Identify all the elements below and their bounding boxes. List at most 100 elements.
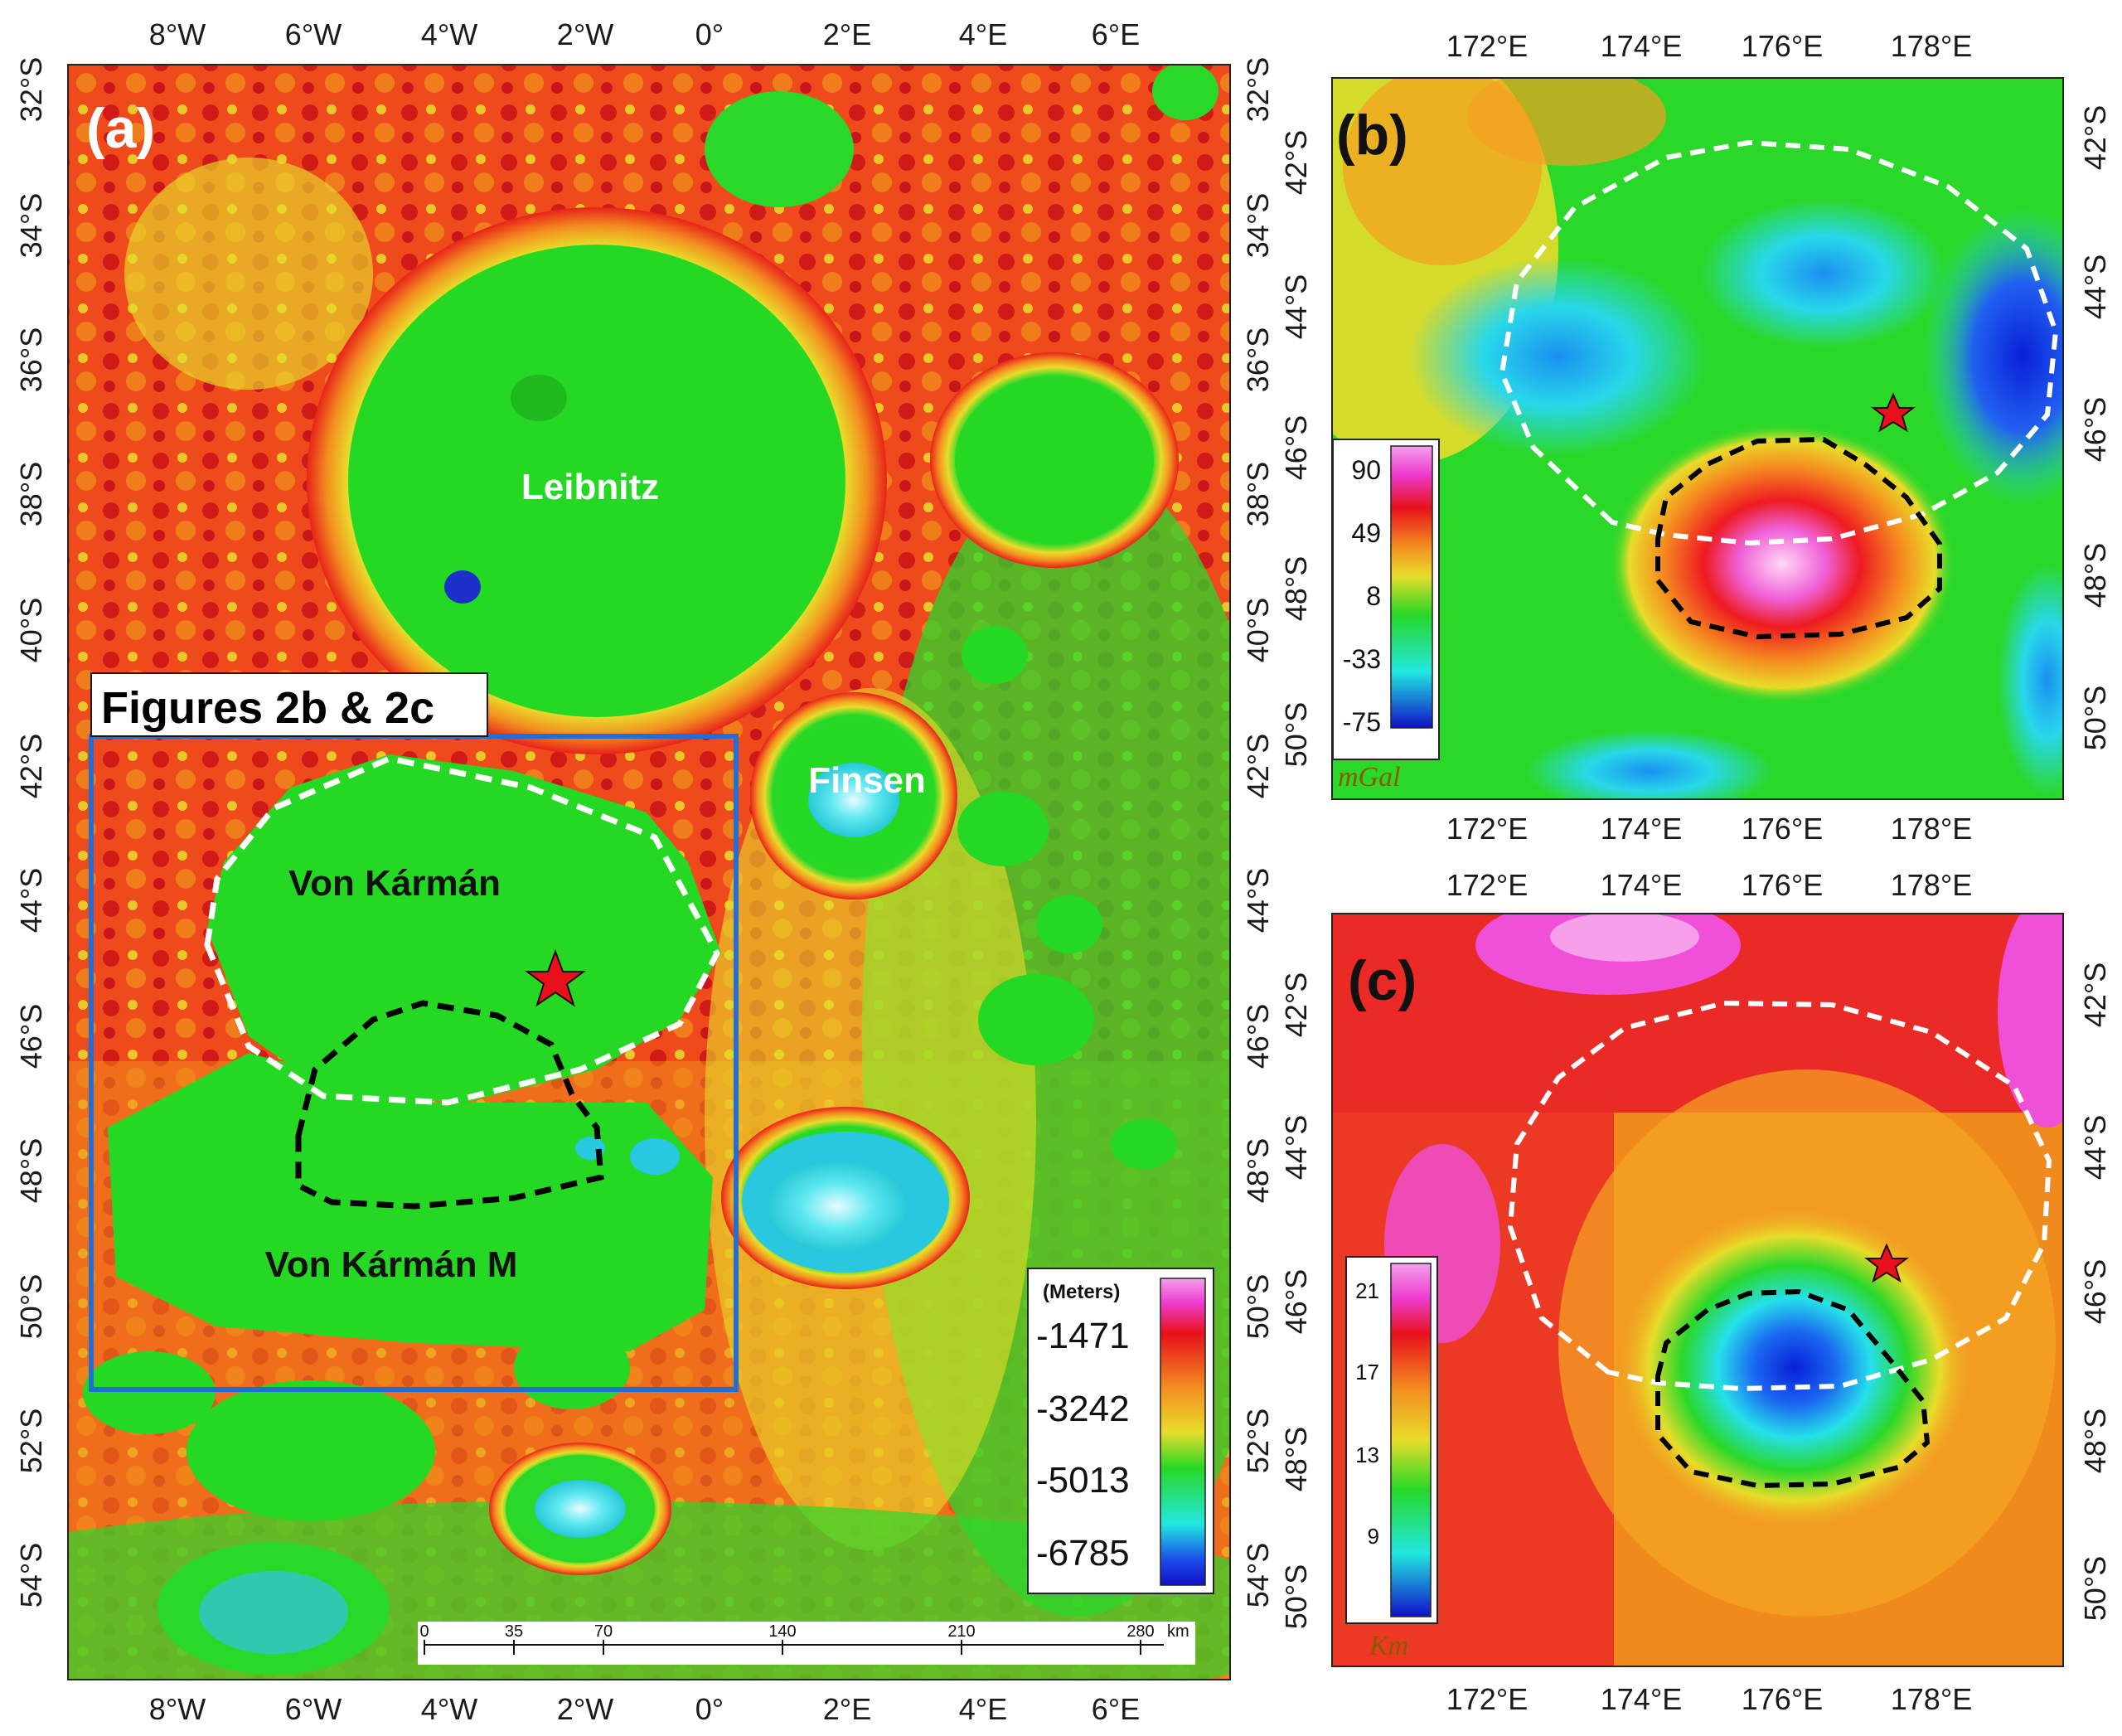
lat-tick-left: 42°S	[1279, 972, 1313, 1037]
scale-bar-label: 140	[768, 1622, 796, 1641]
lon-tick-bottom: 2°W	[557, 1692, 613, 1726]
panel-c-left-ticks: 42°S 44°S 46°S 48°S 50°S	[1279, 972, 1313, 1629]
scale-bar-label: 280	[1126, 1622, 1154, 1641]
lat-tick-right: 34°S	[1241, 193, 1275, 258]
lat-tick-left: 36°S	[14, 327, 48, 392]
scale-bar-unit: km	[1167, 1622, 1189, 1641]
panel-c-letter: (c)	[1348, 949, 1417, 1012]
lon-tick-top: 6°W	[285, 17, 342, 51]
scale-bar-label: 70	[594, 1622, 613, 1641]
gravity-legend: 90 49 8 -33 -75 mGal	[1332, 439, 1440, 793]
lon-tick-bottom: 178°E	[1891, 812, 1972, 846]
lon-tick-bottom: 178°E	[1891, 1682, 1972, 1716]
gravity-legend-value: 90	[1351, 455, 1381, 485]
inset-label-box	[90, 672, 488, 737]
lat-tick-right: 44°S	[1241, 868, 1275, 933]
panel-c-top-ticks: 172°E 174°E 176°E 178°E	[1446, 868, 1972, 902]
lat-tick-left: 44°S	[14, 868, 48, 933]
lat-tick-left: 40°S	[14, 598, 48, 662]
thickness-legend-value: 21	[1355, 1278, 1379, 1303]
change4-landing-star	[525, 949, 586, 1007]
scale-bar-label: 0	[419, 1622, 429, 1641]
lon-tick-bottom: 174°E	[1601, 812, 1682, 846]
lon-tick-bottom: 6°E	[1092, 1692, 1140, 1726]
lat-tick-left: 42°S	[1279, 130, 1313, 195]
panel-b-right-ticks: 42°S 44°S 46°S 48°S 50°S	[2078, 105, 2112, 750]
von-karman-rim-outline-b	[1499, 139, 2059, 546]
gravity-colorbar	[1390, 445, 1433, 729]
lat-tick-right: 42°S	[2078, 105, 2112, 170]
lon-tick-bottom: 172°E	[1446, 1682, 1528, 1716]
lon-tick-top: 174°E	[1601, 868, 1682, 902]
lat-tick-right: 44°S	[2078, 255, 2112, 319]
thickness-colorbar	[1390, 1263, 1432, 1617]
panel-b-top-ticks: 172°E 174°E 176°E 178°E	[1446, 29, 1972, 63]
panel-a-bottom-ticks: 8°W 6°W 4°W 2°W 0° 2°E 4°E 6°E	[149, 1692, 1140, 1726]
lat-tick-right: 52°S	[1241, 1409, 1275, 1473]
panel-b-gravity-map	[1332, 78, 2063, 799]
lat-tick-left: 50°S	[1279, 702, 1313, 767]
lon-tick-top: 174°E	[1601, 29, 1682, 63]
elevation-colorbar	[1160, 1278, 1206, 1586]
lon-tick-bottom: 176°E	[1742, 1682, 1823, 1716]
gravity-legend-value: -75	[1343, 707, 1381, 737]
anomaly-outline-b	[1655, 436, 1942, 640]
lon-tick-top: 172°E	[1446, 29, 1528, 63]
panel-a-right-ticks: 32°S 34°S 36°S 38°S 40°S 42°S 44°S 46°S …	[1241, 57, 1275, 1607]
lon-tick-top: 178°E	[1891, 29, 1972, 63]
lon-tick-top: 4°W	[421, 17, 477, 51]
von-karman-rim-outline	[204, 755, 720, 1106]
lon-tick-bottom: 4°E	[959, 1692, 1007, 1726]
elevation-legend: (Meters) -1471 -3242 -5013 -6785	[1027, 1268, 1214, 1594]
panel-a-topography	[68, 65, 1230, 1680]
lon-tick-bottom: 6°W	[285, 1692, 342, 1726]
lon-tick-bottom: 176°E	[1742, 812, 1823, 846]
lon-tick-bottom: 4°W	[421, 1692, 477, 1726]
scale-bar-background	[418, 1622, 1195, 1665]
lat-tick-left: 46°S	[1279, 415, 1313, 480]
thickness-legend-value: 9	[1368, 1524, 1379, 1549]
crater-label-leibnitz: Leibnitz	[521, 467, 659, 507]
lat-tick-left: 50°S	[14, 1274, 48, 1339]
elevation-legend-value: -3242	[1036, 1389, 1130, 1429]
panel-a-top-ticks: 8°W 6°W 4°W 2°W 0° 2°E 4°E 6°E	[149, 17, 1140, 51]
lat-tick-right: 48°S	[2078, 543, 2112, 608]
lon-tick-top: 2°E	[823, 17, 871, 51]
lat-tick-left: 50°S	[1279, 1564, 1313, 1629]
crustal-thickness-legend: 21 17 13 9 Km	[1345, 1256, 1438, 1661]
lon-tick-bottom: 0°	[695, 1692, 724, 1726]
distance-scale-bar: 0 35 70 140 210 280 km	[418, 1622, 1195, 1665]
lat-tick-right: 44°S	[2078, 1115, 2112, 1180]
lat-tick-left: 44°S	[1279, 274, 1313, 339]
panel-a-letter: (a)	[86, 97, 155, 160]
scale-bar-label: 35	[505, 1622, 523, 1641]
panel-a-left-ticks: 32°S 34°S 36°S 38°S 40°S 42°S 44°S 46°S …	[14, 57, 48, 1607]
lon-tick-bottom: 2°E	[823, 1692, 871, 1726]
lon-tick-top: 4°E	[959, 17, 1007, 51]
panel-c-right-ticks: 42°S 44°S 46°S 48°S 50°S	[2078, 963, 2112, 1621]
lat-tick-right: 42°S	[2078, 963, 2112, 1027]
lat-tick-left: 48°S	[14, 1138, 48, 1203]
lat-tick-right: 42°S	[1241, 734, 1275, 798]
crater-label-von-karman-m: Von Kármán M	[265, 1244, 518, 1285]
lat-tick-left: 44°S	[1279, 1115, 1313, 1180]
lat-tick-right: 46°S	[2078, 1259, 2112, 1324]
panel-c-crustal-thickness-map	[1332, 914, 2063, 1666]
panel-a: (a) 8°W 6°W 4°W 2°W 0° 2°E 4°E 6°E 8°W 6…	[14, 17, 1275, 1726]
lat-tick-left: 54°S	[14, 1543, 48, 1607]
lon-tick-top: 2°W	[557, 17, 613, 51]
lat-tick-right: 36°S	[1241, 327, 1275, 392]
lat-tick-left: 32°S	[14, 57, 48, 122]
scale-bar-label: 210	[947, 1622, 975, 1641]
elevation-legend-title: (Meters)	[1043, 1281, 1120, 1303]
anomaly-outline	[295, 1000, 604, 1210]
lat-tick-right: 50°S	[2078, 686, 2112, 750]
von-karman-rim-outline-c	[1507, 1000, 2052, 1392]
panel-c: (c) 172°E 174°E 176°E 178°E 172°E 174°E …	[1279, 868, 2112, 1716]
lat-tick-left: 48°S	[1279, 556, 1313, 621]
lat-tick-left: 48°S	[1279, 1427, 1313, 1491]
lat-tick-right: 40°S	[1241, 598, 1275, 662]
panel-b-letter: (b)	[1336, 104, 1408, 167]
gravity-legend-value: -33	[1343, 644, 1381, 674]
